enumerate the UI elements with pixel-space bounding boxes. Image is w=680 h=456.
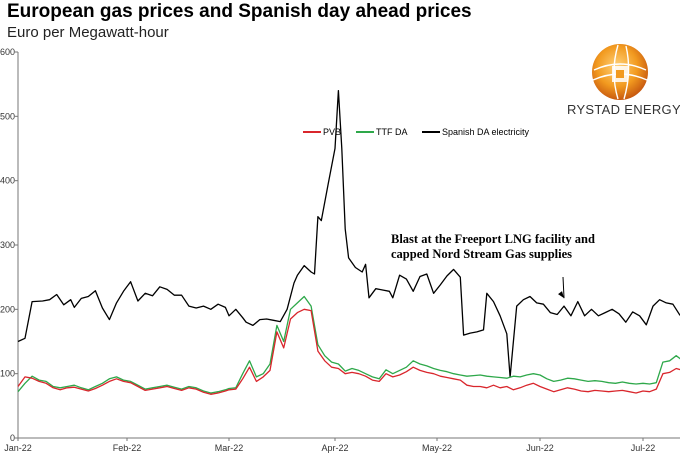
annotation-line-2: capped Nord Stream Gas supplies: [391, 247, 573, 261]
chart-subtitle: Euro per Megawatt-hour: [7, 24, 169, 41]
annotation-arrowhead: [558, 291, 565, 299]
legend-label-pvb: PVB: [323, 127, 341, 137]
legend-label-spanish-da-electricity: Spanish DA electricity: [442, 127, 530, 137]
chart-title: European gas prices and Spanish day ahea…: [7, 1, 472, 22]
y-tick-label: 200: [0, 304, 15, 314]
y-tick-label: 600: [0, 47, 15, 57]
logo-text: RYSTAD ENERGY: [567, 102, 680, 117]
y-tick-label: 0: [10, 433, 15, 443]
x-tick-label: Mar-22: [215, 443, 244, 453]
rystad-energy-logo-icon: [592, 44, 648, 100]
series-line-spanish-da-electricity: [17, 89, 680, 378]
y-tick-label: 400: [0, 176, 15, 186]
x-tick-label: Apr-22: [321, 443, 348, 453]
x-tick-label: Jan-22: [4, 443, 32, 453]
series-line-ttf-da: [17, 295, 680, 394]
x-tick-label: Jun-22: [526, 443, 554, 453]
x-tick-label: Feb-22: [113, 443, 142, 453]
y-tick-label: 300: [0, 240, 15, 250]
annotation-text: Blast at the Freeport LNG facility and c…: [391, 232, 595, 262]
series-line-pvb: [17, 308, 680, 395]
x-tick-label: Jul-22: [631, 443, 656, 453]
annotation-line-1: Blast at the Freeport LNG facility and: [391, 232, 595, 246]
legend-label-ttf-da: TTF DA: [376, 127, 408, 137]
y-tick-label: 100: [0, 369, 15, 379]
y-tick-label: 500: [0, 111, 15, 121]
x-tick-label: May-22: [422, 443, 452, 453]
annotation-arrow-line: [562, 276, 565, 299]
